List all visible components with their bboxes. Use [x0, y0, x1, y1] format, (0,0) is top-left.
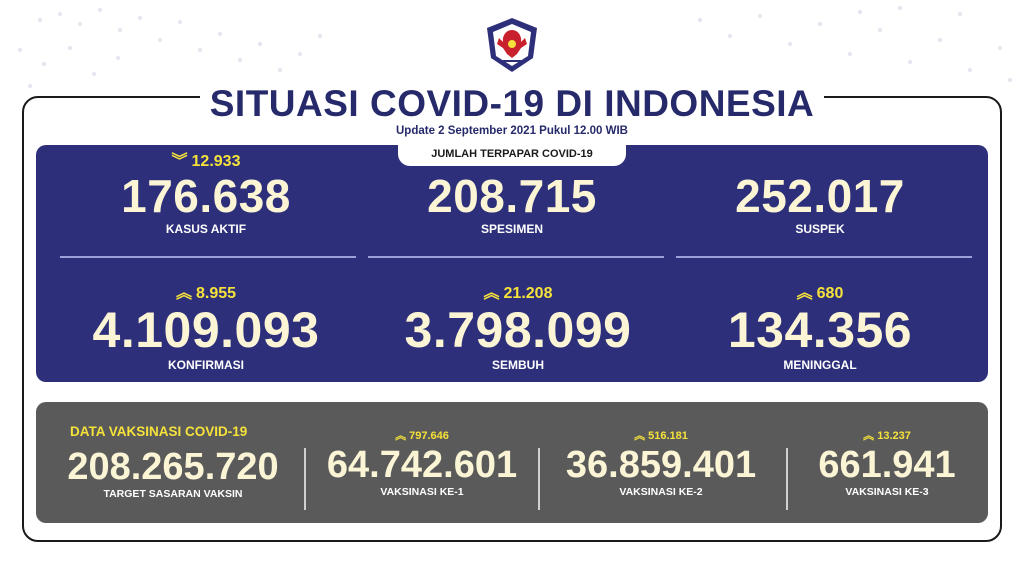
- vertical-divider: [786, 448, 788, 510]
- value-vaksinasi-2: 36.859.401: [565, 444, 757, 486]
- stat-konfirmasi: ︽ 8.955 4.109.093 KONFIRMASI: [56, 284, 356, 372]
- value-konfirmasi: 4.109.093: [92, 302, 320, 358]
- value-spesimen: 208.715: [427, 170, 597, 222]
- label-vaksinasi-1: VAKSINASI KE-1: [380, 486, 464, 498]
- stat-vaksinasi-2: ︽ 516.181 36.859.401 VAKSINASI KE-2: [546, 428, 776, 498]
- value-target-vaksin: 208.265.720: [67, 446, 279, 488]
- double-chevron-down-icon: ︾: [171, 153, 188, 170]
- double-chevron-up-icon: ︽: [796, 285, 813, 302]
- update-timestamp: Update 2 September 2021 Pukul 12.00 WIB: [395, 125, 628, 137]
- page-title: SITUASI COVID-19 DI INDONESIA: [200, 82, 824, 126]
- stat-vaksinasi-1: ︽ 797.646 64.742.601 VAKSINASI KE-1: [312, 428, 532, 498]
- delta-meninggal: ︽ 680: [796, 285, 844, 302]
- delta-sembuh: ︽ 21.208: [483, 285, 553, 302]
- section-tab: JUMLAH TERPAPAR COVID-19: [398, 144, 626, 166]
- label-vaksinasi-3: VAKSINASI KE-3: [845, 486, 929, 498]
- stat-meninggal: ︽ 680 134.356 MENINGGAL: [670, 284, 970, 372]
- vaccination-panel: [36, 402, 988, 523]
- stat-spesimen: 208.715 SPESIMEN: [362, 152, 662, 236]
- label-meninggal: MENINGGAL: [783, 358, 857, 372]
- delta-konfirmasi: ︽ 8.955: [175, 285, 237, 302]
- label-kasus-aktif: KASUS AKTIF: [165, 222, 247, 236]
- double-chevron-up-icon: ︽: [863, 430, 878, 442]
- stat-sembuh: ︽ 21.208 3.798.099 SEMBUH: [368, 284, 668, 372]
- delta-vaksinasi-1: ︽ 797.646: [395, 430, 449, 442]
- stat-target-vaksin: 208.265.720 TARGET SASARAN VAKSIN: [48, 446, 298, 500]
- stat-kasus-aktif: ︾ 12.933 176.638 KASUS AKTIF: [56, 152, 356, 236]
- double-chevron-up-icon: ︽: [395, 430, 410, 442]
- value-suspek: 252.017: [735, 170, 905, 222]
- double-chevron-up-icon: ︽: [483, 285, 500, 302]
- double-chevron-up-icon: ︽: [175, 285, 192, 302]
- vaccination-title: DATA VAKSINASI COVID-19: [70, 424, 248, 439]
- label-target-vaksin: TARGET SASARAN VAKSIN: [103, 488, 243, 500]
- double-chevron-up-icon: ︽: [634, 430, 649, 442]
- value-vaksinasi-3: 661.941: [818, 444, 956, 486]
- delta-kasus-aktif: ︾ 12.933: [171, 153, 241, 170]
- value-sembuh: 3.798.099: [404, 302, 632, 358]
- delta-vaksinasi-3: ︽ 13.237: [863, 430, 911, 442]
- value-kasus-aktif: 176.638: [121, 170, 291, 222]
- exposure-stats-panel: [36, 145, 988, 382]
- stat-vaksinasi-3: ︽ 13.237 661.941 VAKSINASI KE-3: [792, 428, 982, 498]
- label-vaksinasi-2: VAKSINASI KE-2: [619, 486, 703, 498]
- divider: [676, 256, 972, 258]
- label-konfirmasi: KONFIRMASI: [168, 358, 244, 372]
- vertical-divider: [304, 448, 306, 510]
- value-vaksinasi-1: 64.742.601: [326, 444, 518, 486]
- stat-suspek: 252.017 SUSPEK: [670, 152, 970, 236]
- label-spesimen: SPESIMEN: [480, 222, 543, 236]
- divider: [368, 256, 664, 258]
- delta-vaksinasi-2: ︽ 516.181: [634, 430, 688, 442]
- divider: [60, 256, 356, 258]
- value-meninggal: 134.356: [727, 302, 913, 358]
- label-sembuh: SEMBUH: [491, 358, 544, 372]
- garuda-emblem-icon: [487, 18, 537, 72]
- vertical-divider: [538, 448, 540, 510]
- label-suspek: SUSPEK: [795, 222, 845, 236]
